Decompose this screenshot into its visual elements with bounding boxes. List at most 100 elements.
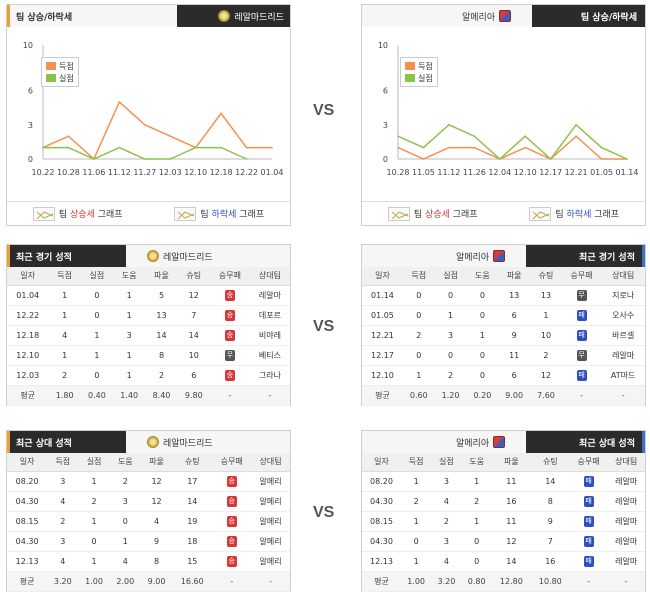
data-point <box>118 146 121 149</box>
average-row: 평균 1.80 0.40 1.40 8.40 9.80- - <box>7 385 290 406</box>
column-header: 승무패 <box>212 453 252 472</box>
table-cell: 1 <box>400 551 432 572</box>
data-point <box>118 101 121 103</box>
table-header: 최근 경기 성적 레알마드리드 <box>7 245 290 267</box>
table-cell: 6 <box>498 365 531 386</box>
down-trend-icon <box>174 206 197 221</box>
average-cell: - <box>607 571 645 592</box>
x-tick-label: 12.04 <box>488 168 511 177</box>
result-badge-win: 승 <box>226 515 237 527</box>
result-badge-loss: 패 <box>583 535 594 547</box>
table-cell: 1 <box>434 305 467 326</box>
vs-label-top: VS <box>313 102 335 119</box>
right-team-label: 알메리아 <box>462 10 512 23</box>
result-badge-draw: 무 <box>576 349 587 361</box>
table-cell: 14 <box>530 471 570 492</box>
table-cell: 12.13 <box>7 551 48 572</box>
x-tick-label: 12.10 <box>184 168 207 177</box>
table-cell: 08.15 <box>362 511 401 532</box>
average-cell: 3.20 <box>47 571 79 592</box>
left-chart-legend: 득점 실점 <box>41 57 79 87</box>
table-cell: 9 <box>498 325 531 346</box>
table-cell: 0 <box>78 531 110 552</box>
average-cell: - <box>249 385 290 406</box>
result-cell: 패 <box>569 551 608 572</box>
team-name: 알메리아 <box>456 438 490 449</box>
result-badge-win: 승 <box>224 369 235 381</box>
opponent-cell: 알메리 <box>251 471 290 492</box>
left-chart-footer: 팀 상승세 그래프 팀 하락세 그래프 <box>7 201 290 225</box>
table-title: 최근 경기 성적 <box>579 252 635 263</box>
table-body: 08.20 1 3 1 11 14 패 레알마 04.30 2 4 2 16 8 패 레알마 08.15 1 2 1 1… <box>362 471 645 592</box>
result-badge-loss: 패 <box>576 309 587 321</box>
y-tick-label: 3 <box>383 121 388 130</box>
table-cell: 17 <box>172 471 213 492</box>
results-table: 일자 득점 실점 도움 파울 슈팅 승무패 상대팀 01.04 1 0 1 5 12 승 레알마 12.22 1 0… <box>7 267 290 406</box>
x-tick-label: 12.10 <box>514 168 537 177</box>
table-cell: 0 <box>80 305 114 326</box>
y-tick-label: 0 <box>28 155 33 164</box>
table-cell: 04.30 <box>362 531 401 552</box>
result-cell: 패 <box>561 365 602 386</box>
result-cell: 승 <box>209 305 250 326</box>
table-cell: 11 <box>498 345 531 366</box>
table-cell: 15 <box>172 551 213 572</box>
table-cell: 1 <box>400 471 432 492</box>
result-badge-win: 승 <box>224 309 235 321</box>
x-tick-label: 10.28 <box>57 168 80 177</box>
column-header: 슈팅 <box>530 267 562 286</box>
column-header: 득점 <box>402 267 435 286</box>
table-row: 12.18 4 1 3 14 14 승 비야레 <box>7 325 290 346</box>
data-point <box>422 158 425 160</box>
average-cell: 1.00 <box>400 571 432 592</box>
x-tick-label: 12.22 <box>235 168 258 177</box>
table-cell: 19 <box>172 511 213 532</box>
y-tick-label: 10 <box>23 41 33 50</box>
result-badge-loss: 패 <box>583 495 594 507</box>
team-label: 레알마드리드 <box>147 436 213 449</box>
table-title: 최근 경기 성적 <box>16 252 72 263</box>
y-tick-label: 3 <box>28 121 33 130</box>
x-tick-label: 11.05 <box>412 168 435 177</box>
table-header: 알메리아 최근 경기 성적 <box>362 245 645 267</box>
data-point <box>245 146 248 149</box>
series-line-goals <box>397 135 627 160</box>
result-badge-win: 승 <box>226 495 237 507</box>
right-chart-footer: 팀 상승세 그래프 팀 하락세 그래프 <box>362 201 645 225</box>
down-trend-key: 팀 하락세 그래프 <box>529 206 619 221</box>
team-label: 알메리아 <box>456 250 506 263</box>
table-cell: 1 <box>530 305 562 326</box>
data-point <box>143 124 146 126</box>
header-accent <box>642 245 645 267</box>
table-cell: 1 <box>461 511 492 532</box>
table-body: 01.14 0 0 0 13 13 무 지로나 01.05 0 1 0 6 1 패 오사수 12.21 2 3 1 9 1… <box>362 285 645 406</box>
almeria-crest-icon <box>499 10 512 22</box>
result-cell: 승 <box>209 325 250 346</box>
down-trend-icon <box>529 206 552 221</box>
y-tick-label: 0 <box>383 155 388 164</box>
average-cell: 0.20 <box>466 385 499 406</box>
table-cell: 12 <box>140 491 173 512</box>
table-row: 04.30 2 4 2 16 8 패 레알마 <box>362 491 645 512</box>
result-badge-win: 승 <box>226 475 237 487</box>
data-point <box>220 112 222 115</box>
left-recent-results-panel: 최근 경기 성적 레알마드리드 일자 득점 실점 도움 파울 슈팅 승무패 상대팀 01.04 1 0 1… <box>6 244 291 406</box>
team-name: 레알마드리드 <box>163 438 213 449</box>
table-cell: 12 <box>530 365 562 386</box>
table-cell: 04.30 <box>362 491 401 512</box>
table-cell: 14 <box>491 551 531 572</box>
table-cell: 13 <box>145 305 178 326</box>
table-cell: 16 <box>491 491 531 512</box>
result-cell: 승 <box>212 491 252 512</box>
vs-label-bottom: VS <box>313 504 335 521</box>
column-header: 일자 <box>7 267 49 286</box>
down-trend-label: 팀 하락세 그래프 <box>200 210 265 220</box>
average-cell: - <box>209 385 250 406</box>
column-header: 파울 <box>491 453 531 472</box>
result-cell: 패 <box>569 511 608 532</box>
table-row: 04.30 4 2 3 12 14 승 알메리 <box>7 491 290 512</box>
column-header: 상대팀 <box>249 267 290 286</box>
data-point <box>448 124 450 126</box>
result-cell: 승 <box>212 531 252 552</box>
legend-label: 실점 <box>418 73 433 83</box>
